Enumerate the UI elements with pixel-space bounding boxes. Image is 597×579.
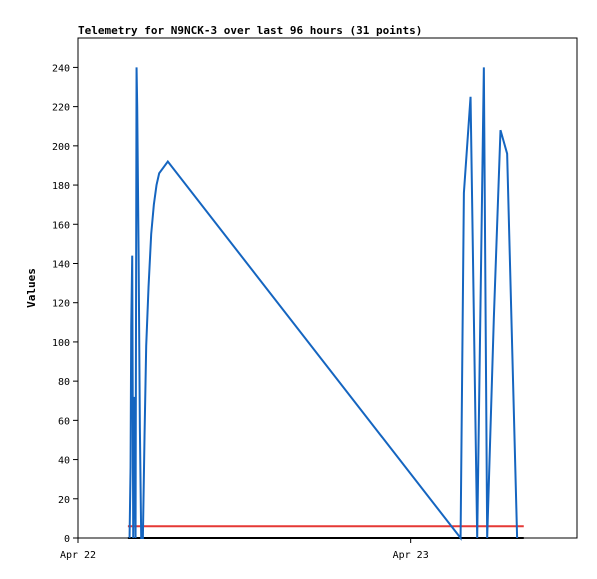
plot-area [77, 37, 578, 539]
y-tick-label: 100 [52, 338, 70, 349]
y-tick-label: 120 [52, 299, 70, 310]
y-tick-label: 180 [52, 181, 70, 192]
series-line-0 [128, 67, 519, 541]
y-axis-label: Values [25, 268, 38, 308]
y-tick-label: 240 [52, 63, 70, 74]
y-tick-label: 20 [58, 495, 70, 506]
y-tick-label: 200 [52, 142, 70, 153]
y-tick-label: 0 [64, 534, 70, 545]
y-axis: 0 20 40 60 80 100 120 140 160 180 200 220 240 [52, 63, 78, 545]
series-layer [127, 67, 524, 541]
x-axis: Apr 22 Apr 23 [60, 538, 429, 561]
y-tick-label: 160 [52, 220, 70, 231]
y-tick-label: 140 [52, 259, 70, 270]
y-tick-label: 40 [58, 456, 70, 467]
y-tick-label: 220 [52, 103, 70, 114]
chart-title: Telemetry for N9NCK-3 over last 96 hours… [78, 24, 422, 37]
x-tick-label: Apr 22 [60, 550, 96, 561]
y-tick-label: 80 [58, 377, 70, 388]
x-tick-label: Apr 23 [393, 550, 429, 561]
y-tick-label: 60 [58, 416, 70, 427]
